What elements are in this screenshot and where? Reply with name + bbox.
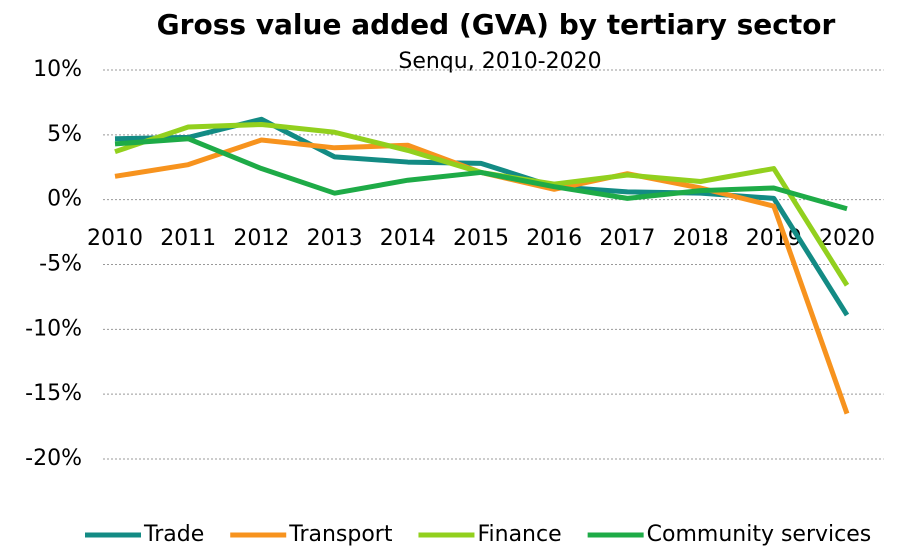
y-tick-label: 0%: [47, 187, 82, 212]
chart-title: Gross value added (GVA) by tertiary sect…: [157, 8, 836, 41]
series-line: [114, 137, 850, 415]
x-tick-label: 2017: [599, 226, 655, 251]
x-tick-label: 2012: [233, 226, 289, 251]
x-tick-label: 2014: [380, 226, 436, 251]
series-line: [114, 136, 848, 212]
legend-label: Trade: [143, 522, 204, 547]
series-line: [114, 116, 850, 317]
legend-label: Community services: [647, 522, 872, 547]
series-line: [114, 121, 850, 287]
y-tick-label: 5%: [47, 122, 82, 147]
legend-label: Transport: [288, 522, 393, 547]
x-tick-label: 2011: [160, 226, 216, 251]
legend-label: Finance: [477, 522, 561, 547]
y-tick-label: -10%: [25, 316, 82, 341]
x-tick-label: 2015: [453, 226, 509, 251]
x-tick-label: 2016: [526, 226, 582, 251]
x-tick-label: 2013: [307, 226, 363, 251]
y-tick-label: -15%: [25, 381, 82, 406]
x-tick-label: 2018: [673, 226, 729, 251]
y-tick-label: -20%: [25, 446, 82, 471]
x-tick-label: 2010: [87, 226, 143, 251]
y-tick-label: -5%: [39, 252, 82, 277]
y-tick-label: 10%: [33, 57, 82, 82]
x-tick-label: 2020: [819, 226, 875, 251]
